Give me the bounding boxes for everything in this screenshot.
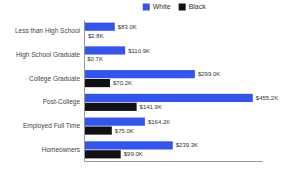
- bar: [84, 23, 115, 31]
- y-tick: Post-College: [43, 98, 84, 106]
- bar: [84, 79, 110, 87]
- data-label: $164.2K: [148, 119, 170, 125]
- legend: White Black: [143, 3, 207, 10]
- legend-label: White: [153, 3, 171, 10]
- legend-label: Black: [189, 3, 207, 10]
- chart: $83.0K $110.9K $299.0K $455.2K $164.2K $239.3…: [0, 0, 300, 169]
- y-tick: High School Graduate: [16, 51, 84, 59]
- x-axis: [85, 161, 263, 162]
- y-tick: Employed Full Time: [23, 122, 84, 130]
- data-label: $299.0K: [198, 71, 220, 77]
- data-label: $141.9K: [140, 104, 162, 110]
- bar: [84, 94, 253, 102]
- data-label: $239.3K: [176, 142, 198, 148]
- data-label: $0.7K: [87, 56, 103, 62]
- y-axis-line: [84, 21, 85, 162]
- y-tick-label: College Graduate: [29, 75, 80, 83]
- data-labels: $83.0K $110.9K $299.0K $455.2K $164.2K $239.3…: [87, 24, 278, 158]
- y-tick: Homeowners: [42, 146, 84, 153]
- data-label: $455.2K: [256, 95, 278, 101]
- y-tick-label: Homeowners: [42, 146, 81, 153]
- data-label: $70.2K: [113, 80, 132, 86]
- data-label: $75.0K: [115, 128, 134, 134]
- legend-swatch: [179, 4, 186, 11]
- bar: [84, 126, 112, 134]
- data-label: $99.0K: [124, 151, 143, 157]
- y-tick: College Graduate: [29, 75, 84, 83]
- bar: [84, 118, 145, 126]
- y-tick: Less than High School: [15, 27, 84, 35]
- y-tick-label: Less than High School: [15, 27, 81, 35]
- data-label: $83.0K: [118, 24, 137, 30]
- bar: [84, 150, 121, 158]
- bar: [84, 141, 173, 149]
- data-label: $2.8K: [88, 33, 104, 39]
- x-axis-line: [85, 161, 263, 162]
- y-tick-label: Post-College: [43, 98, 81, 106]
- bar: [84, 103, 137, 111]
- bar: [84, 46, 125, 54]
- y-axis: Less than High School High School Graduat…: [15, 21, 85, 162]
- bars: [84, 23, 253, 159]
- bar: [84, 70, 195, 78]
- legend-swatch: [143, 4, 150, 11]
- data-label: $110.9K: [128, 48, 150, 54]
- y-tick-label: Employed Full Time: [23, 122, 80, 130]
- y-tick-label: High School Graduate: [16, 51, 80, 59]
